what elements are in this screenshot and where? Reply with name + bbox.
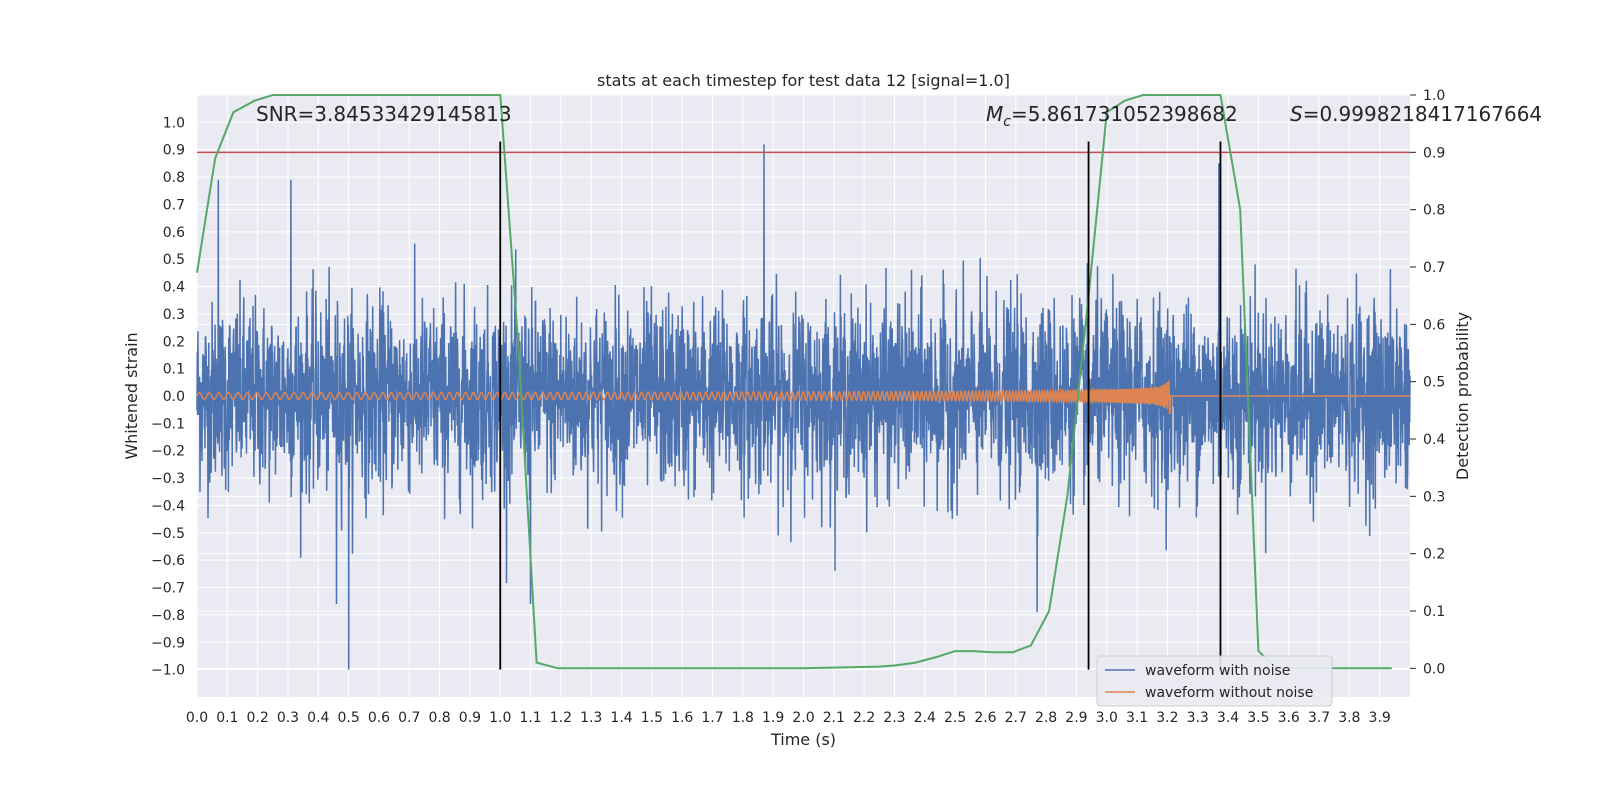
- x-tick-label: 3.0: [1096, 710, 1118, 726]
- chart-title: stats at each timestep for test data 12 …: [597, 71, 1010, 90]
- x-tick-label: 2.6: [974, 710, 996, 726]
- y-tick-label: 1.0: [163, 115, 185, 131]
- x-tick-label: 1.0: [489, 710, 511, 726]
- x-axis-label: Time (s): [770, 730, 836, 749]
- series: [196, 144, 1411, 670]
- x-tick-label: 2.3: [883, 710, 905, 726]
- x-tick-label: 3.6: [1278, 710, 1300, 726]
- y-axis-label: Whitened strain: [122, 332, 141, 459]
- y2-tick-label: 0.5: [1423, 375, 1445, 391]
- y-tick-label: −0.3: [151, 471, 185, 487]
- y2-tick-label: 1.0: [1423, 88, 1445, 104]
- y-tick-label: 0.0: [163, 389, 185, 405]
- x-tick-label: 0.3: [277, 710, 299, 726]
- x-tick-label: 1.8: [732, 710, 754, 726]
- noisy-waveform-line: [196, 144, 1411, 670]
- x-tick-label: 3.3: [1187, 710, 1209, 726]
- y-tick-label: 0.6: [163, 225, 185, 241]
- y-tick-label: −0.2: [151, 444, 185, 460]
- x-tick-label: 2.5: [944, 710, 966, 726]
- x-tick-label: 1.3: [580, 710, 602, 726]
- x-tick-label: 3.5: [1247, 710, 1269, 726]
- legend: waveform with noise waveform without nois…: [1096, 655, 1333, 707]
- y-tick-label: −0.6: [151, 553, 185, 569]
- chirp-mass-value: =5.861731052398682: [1011, 102, 1238, 126]
- y-tick-label: 0.5: [163, 252, 185, 268]
- x-tick-label: 0.9: [459, 710, 481, 726]
- y2-tick-label: 0.6: [1423, 317, 1445, 333]
- legend-label: waveform without noise: [1145, 685, 1313, 701]
- x-tick-label: 3.9: [1369, 710, 1391, 726]
- chirp-mass-subscript: c: [1003, 114, 1011, 130]
- y-tick-label: −0.1: [151, 416, 185, 432]
- x-tick-label: 2.8: [1035, 710, 1057, 726]
- x-tick-label: 0.7: [398, 710, 420, 726]
- y-tick-label: −0.9: [151, 635, 185, 651]
- x-tick-label: 0.1: [216, 710, 238, 726]
- x-tick-label: 0.4: [307, 710, 329, 726]
- y2-tick-label: 0.1: [1423, 604, 1445, 620]
- score-value: =0.9998218417167664: [1303, 102, 1542, 126]
- x-tick-label: 3.1: [1126, 710, 1148, 726]
- x-tick-label: 0.6: [368, 710, 390, 726]
- y-tick-label: −0.4: [151, 498, 185, 514]
- x-tick-label: 3.2: [1156, 710, 1178, 726]
- chirp-mass-symbol: M: [986, 102, 1003, 126]
- y2-tick-label: 0.7: [1423, 260, 1445, 276]
- snr-annotation: SNR=3.84533429145813: [256, 102, 512, 126]
- clean-waveform-line: [196, 380, 1410, 414]
- score-annotation: S=0.9998218417167664: [1290, 102, 1542, 126]
- x-tick-label: 2.1: [823, 710, 845, 726]
- x-tick-label: 1.7: [701, 710, 723, 726]
- y2-tick-label: 0.2: [1423, 547, 1445, 563]
- x-tick-label: 2.0: [792, 710, 814, 726]
- y2-tick-label: 0.3: [1423, 489, 1445, 505]
- y2-tick-label: 0.4: [1423, 432, 1445, 448]
- x-tick-label: 3.7: [1308, 710, 1330, 726]
- y-tick-label: 0.1: [163, 362, 185, 378]
- y-tick-label: 0.8: [163, 170, 185, 186]
- y-tick-label: −0.8: [151, 608, 185, 624]
- y-tick-label: 0.9: [163, 143, 185, 159]
- chirp-mass-annotation: Mc=5.861731052398682: [986, 102, 1238, 130]
- y2-tick-label: 0.9: [1423, 145, 1445, 161]
- y-tick-label: 0.4: [163, 280, 185, 296]
- y-tick-label: 0.2: [163, 334, 185, 350]
- x-tick-label: 0.5: [337, 710, 359, 726]
- x-tick-label: 1.9: [762, 710, 784, 726]
- x-tick-label: 2.7: [1005, 710, 1027, 726]
- y-tick-label: −0.7: [151, 581, 185, 597]
- x-tick-label: 2.2: [853, 710, 875, 726]
- x-tick-label: 1.2: [550, 710, 572, 726]
- x-tick-label: 1.4: [610, 710, 632, 726]
- y2-tick-label: 0.8: [1423, 203, 1445, 219]
- x-tick-label: 3.4: [1217, 710, 1239, 726]
- x-tick-label: 1.5: [641, 710, 663, 726]
- y2-axis-label: Detection probability: [1453, 312, 1472, 480]
- y-tick-label: −1.0: [151, 663, 185, 679]
- overlays: [196, 94, 1410, 670]
- x-tick-label: 0.2: [247, 710, 269, 726]
- y-tick-label: 0.3: [163, 307, 185, 323]
- y-tick-label: −0.5: [151, 526, 185, 542]
- legend-label: waveform with noise: [1145, 663, 1290, 679]
- detection-probability-line: [196, 94, 1392, 670]
- x-tick-label: 3.8: [1338, 710, 1360, 726]
- x-tick-label: 0.8: [428, 710, 450, 726]
- x-tick-label: 1.1: [519, 710, 541, 726]
- ticks: 0.0 0.1 0.2 0.3 0.4 0.5 0.6 0.7 0.8 0.9 1.0 1.1 1.2 1…: [151, 88, 1445, 726]
- score-symbol: S: [1290, 102, 1303, 126]
- x-tick-label: 2.9: [1065, 710, 1087, 726]
- x-tick-label: 0.0: [186, 710, 208, 726]
- x-tick-label: 2.4: [914, 710, 936, 726]
- y2-tick-label: 0.0: [1423, 661, 1445, 677]
- y-tick-label: 0.7: [163, 197, 185, 213]
- legend-box: [1096, 655, 1333, 707]
- x-tick-label: 1.6: [671, 710, 693, 726]
